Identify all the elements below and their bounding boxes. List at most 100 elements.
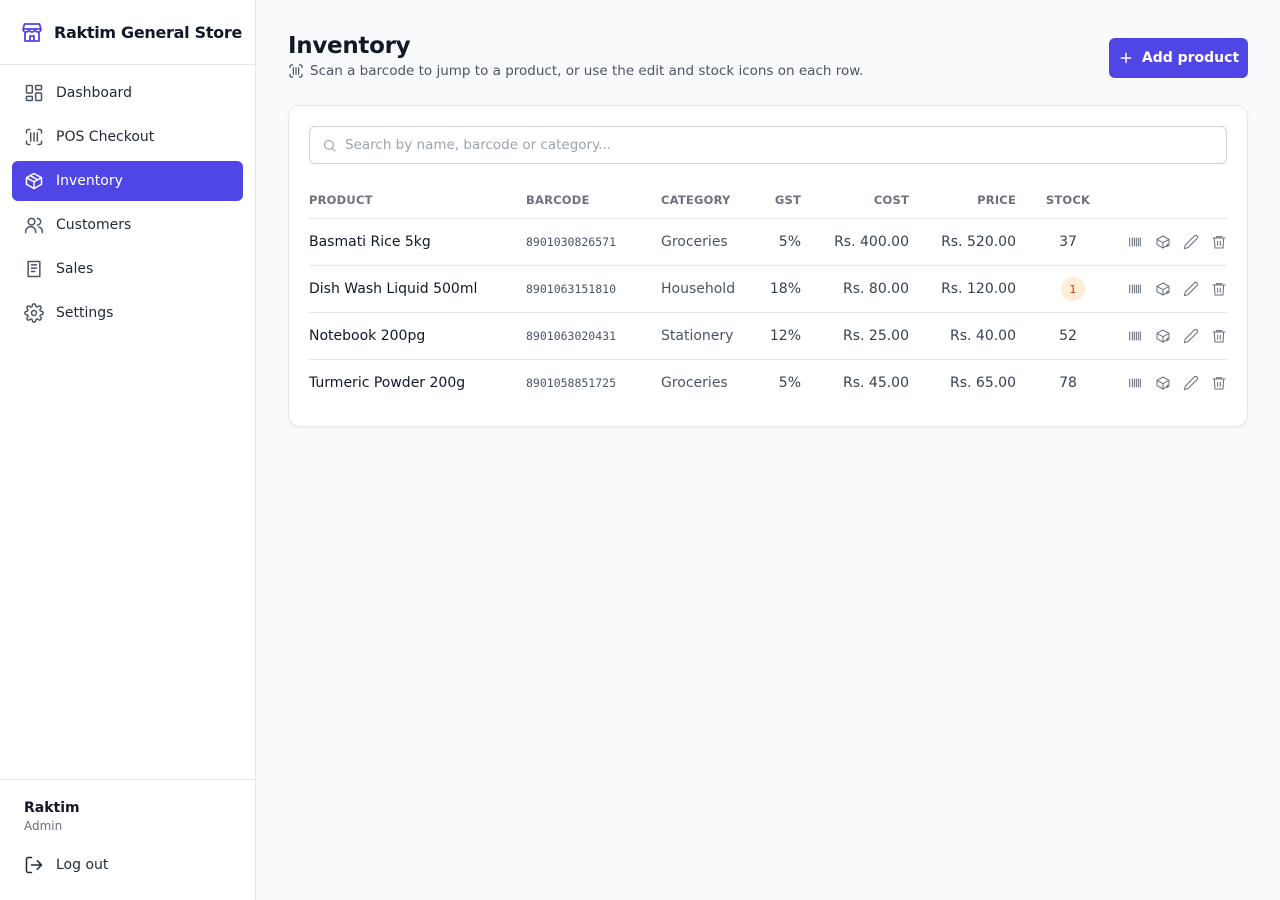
main: Inventory Scan a barcode to jump to a pr… (256, 0, 1280, 900)
nav-label: Customers (56, 217, 132, 233)
subtitle-row: Scan a barcode to jump to a product, or … (288, 63, 863, 79)
barcode: 8901063020431 (526, 329, 617, 343)
barcode-action[interactable] (1127, 328, 1143, 344)
row-actions (1120, 234, 1227, 250)
sidebar: Raktim General Store Dashboard POS Checko… (0, 0, 256, 900)
barcode: 8901030826571 (526, 235, 617, 249)
inventory-table: PRODUCT BARCODE CATEGORY GST COST PRICE STOCK B… (309, 176, 1227, 406)
product-name: Notebook 200pg (309, 328, 426, 344)
inventory-card: Search by name, barcode or category... P… (288, 105, 1248, 427)
stock-action[interactable] (1155, 375, 1171, 391)
table-row: Dish Wash Liquid 500ml 8901063151810 House… (309, 265, 1227, 312)
edit-action[interactable] (1183, 281, 1199, 297)
page-header: Inventory Scan a barcode to jump to a pr… (288, 32, 1248, 79)
delete-action[interactable] (1211, 375, 1227, 391)
brand: Raktim General Store (0, 0, 255, 65)
stock-cell: 37 (1016, 234, 1120, 250)
edit-action[interactable] (1183, 234, 1199, 250)
barcode-action[interactable] (1127, 281, 1143, 297)
nav-label: Settings (56, 305, 114, 321)
nav-item[interactable]: Dashboard (12, 73, 243, 113)
table-row: Turmeric Powder 200g 8901058851725 Groceri… (309, 359, 1227, 406)
nav-icon (25, 128, 43, 146)
column-header: COST (873, 193, 909, 207)
page-title: Inventory (288, 33, 411, 59)
logout[interactable]: Log out (24, 855, 231, 875)
gst: 5% (778, 234, 801, 250)
table-header: PRODUCT BARCODE CATEGORY GST COST PRICE STOCK (309, 176, 1227, 218)
nav-icon (24, 303, 44, 323)
cost: Rs. 45.00 (842, 375, 909, 391)
nav-item[interactable]: POS Checkout (12, 117, 243, 157)
stock-action[interactable] (1155, 281, 1171, 297)
delete-action[interactable] (1211, 234, 1227, 250)
barcode: 8901063151810 (526, 282, 617, 296)
gst: 5% (778, 375, 801, 391)
store-icon (22, 23, 42, 42)
row-actions (1120, 328, 1227, 344)
low-stock-badge: 1 (1061, 277, 1085, 301)
price: Rs. 520.00 (941, 234, 1016, 250)
stock-cell: 1 (1016, 277, 1120, 301)
stock: 78 (1059, 375, 1077, 391)
cost: Rs. 25.00 (842, 328, 909, 344)
column-header: CATEGORY (661, 193, 731, 207)
nav-item[interactable]: Settings (12, 293, 243, 333)
row-actions (1120, 281, 1227, 297)
barcode: 8901058851725 (526, 376, 617, 390)
stock-action[interactable] (1155, 328, 1171, 344)
subtitle: Scan a barcode to jump to a product, or … (310, 63, 864, 79)
delete-action[interactable] (1211, 328, 1227, 344)
user-name: Raktim (24, 800, 80, 816)
stock: 52 (1059, 328, 1077, 344)
category: Stationery (661, 328, 734, 344)
edit-action[interactable] (1183, 375, 1199, 391)
row-actions (1120, 375, 1227, 391)
product-name: Basmati Rice 5kg (309, 234, 431, 250)
stock-cell: 78 (1016, 375, 1120, 391)
product-name: Turmeric Powder 200g (309, 375, 466, 391)
user-role: Admin (24, 819, 63, 833)
add-product-label: Add product (1141, 50, 1240, 66)
stock-cell: 52 (1016, 328, 1120, 344)
search-icon (323, 139, 336, 152)
nav-icon (25, 84, 43, 102)
barcode-action[interactable] (1127, 375, 1143, 391)
column-header: PRODUCT (309, 193, 373, 207)
nav-label: Dashboard (56, 85, 132, 101)
price: Rs. 40.00 (949, 328, 1016, 344)
nav-item[interactable]: Customers (12, 205, 243, 245)
category: Household (661, 281, 736, 297)
add-product-button[interactable]: Add product (1109, 38, 1248, 78)
nav-label: Sales (56, 261, 94, 277)
gst: 18% (769, 281, 801, 297)
column-header: GST (774, 193, 801, 207)
nav: Dashboard POS Checkout Inventory Customers S… (0, 65, 255, 779)
product-name: Dish Wash Liquid 500ml (309, 281, 478, 297)
stock: 37 (1059, 234, 1077, 250)
search-input[interactable]: Search by name, barcode or category... (309, 126, 1227, 164)
barcode-action[interactable] (1127, 234, 1143, 250)
logout-label: Log out (56, 857, 109, 873)
scan-icon (289, 64, 303, 78)
cost: Rs. 400.00 (834, 234, 909, 250)
plus-icon (1120, 52, 1132, 64)
nav-item[interactable]: Sales (12, 249, 243, 289)
nav-icon (27, 260, 41, 278)
nav-label: Inventory (56, 173, 123, 189)
logout-icon (25, 856, 43, 874)
stock-action[interactable] (1155, 234, 1171, 250)
nav-icon (24, 217, 44, 234)
cost: Rs. 80.00 (842, 281, 909, 297)
price: Rs. 120.00 (941, 281, 1016, 297)
search-placeholder: Search by name, barcode or category... (345, 137, 612, 153)
nav-label: POS Checkout (56, 129, 155, 145)
edit-action[interactable] (1183, 328, 1199, 344)
category: Groceries (661, 375, 728, 391)
delete-action[interactable] (1211, 281, 1227, 297)
column-header: BARCODE (526, 193, 590, 207)
price: Rs. 65.00 (949, 375, 1016, 391)
nav-item[interactable]: Inventory (12, 161, 243, 201)
